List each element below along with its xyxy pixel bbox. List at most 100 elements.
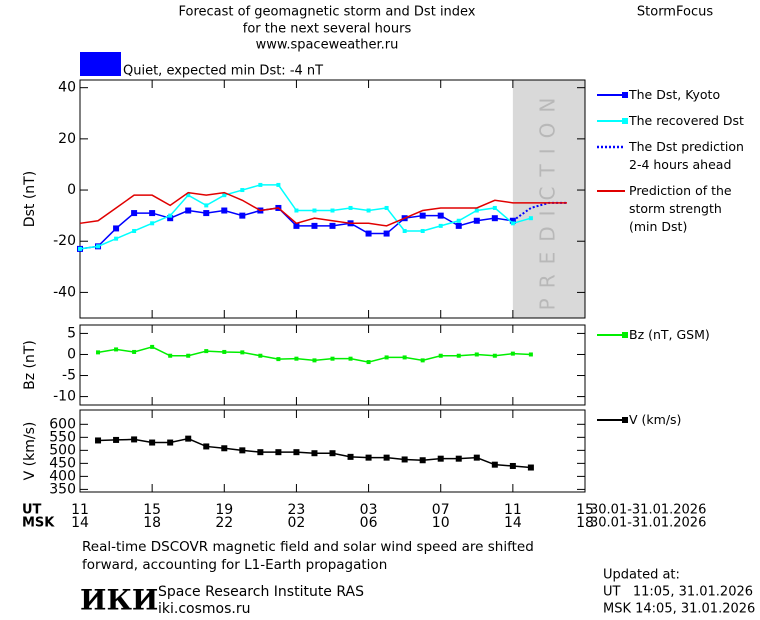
data-point [365, 454, 372, 461]
data-point [365, 230, 372, 237]
msk-range: 30.01-31.01.2026 [590, 516, 706, 531]
data-point [491, 461, 498, 468]
data-point [312, 358, 317, 363]
data-point [419, 212, 426, 219]
data-point [528, 216, 533, 221]
legend-label: Prediction of the storm strength (min Ds… [629, 183, 732, 234]
data-point [131, 210, 138, 217]
ut-label: UT [22, 503, 42, 518]
x2-tick-label: 06 [360, 515, 378, 531]
data-point [240, 188, 245, 193]
y-tick-label: 400 [49, 468, 76, 484]
data-point [473, 454, 480, 461]
data-point [329, 450, 336, 457]
data-point [384, 355, 389, 360]
data-point [437, 212, 444, 219]
data-point [294, 208, 299, 213]
data-point [132, 228, 137, 233]
data-point [186, 353, 191, 358]
data-point [204, 203, 209, 208]
data-point [383, 230, 390, 237]
data-point [474, 352, 479, 357]
data-point [149, 210, 156, 217]
legend-label: V (km/s) [629, 412, 682, 427]
legend-marker [622, 417, 628, 423]
data-point [455, 455, 462, 462]
y-tick-label: 20 [58, 131, 76, 147]
data-point [96, 244, 101, 249]
data-point [204, 349, 209, 354]
data-point [312, 208, 317, 213]
data-point [257, 449, 264, 456]
data-point [311, 450, 318, 457]
brand: StormFocus [637, 5, 713, 20]
data-point [95, 437, 102, 444]
data-point [402, 228, 407, 233]
data-point [509, 462, 516, 469]
x2-tick-label: 18 [143, 515, 161, 531]
x-tick-label: 15 [576, 502, 594, 518]
data-point [366, 360, 371, 365]
data-point [492, 353, 497, 358]
data-point [222, 349, 227, 354]
footnote: Real-time DSCOVR magnetic field and sola… [82, 539, 534, 573]
data-point [167, 439, 174, 446]
data-point [437, 455, 444, 462]
y-tick-label: 600 [49, 416, 76, 432]
data-point [96, 350, 101, 355]
legend-label: The recovered Dst [629, 113, 744, 128]
y-tick-label: 450 [49, 455, 76, 471]
data-point [185, 435, 192, 442]
data-point [258, 353, 263, 358]
data-point [510, 221, 515, 226]
y-tick-label: 5 [67, 325, 76, 341]
y-tick-label: 0 [67, 346, 76, 362]
data-point [329, 222, 336, 229]
data-point [168, 353, 173, 358]
data-point [276, 357, 281, 362]
data-point [203, 210, 210, 217]
prediction-label: PREDICTION [535, 88, 559, 311]
data-point [384, 205, 389, 210]
y-tick-label: -20 [53, 233, 76, 249]
status-text: Quiet, expected min Dst: -4 nT [123, 64, 323, 79]
y-tick-label: 500 [49, 442, 76, 458]
data-point [348, 356, 353, 361]
data-point [293, 222, 300, 229]
legend-label: The Dst prediction 2-4 hours ahead [629, 139, 744, 172]
x2-tick-label: 22 [215, 515, 233, 531]
data-point [149, 439, 156, 446]
data-point [294, 356, 299, 361]
data-point [275, 449, 282, 456]
x-tick-label: 19 [215, 502, 233, 518]
data-point [347, 453, 354, 460]
data-point [401, 456, 408, 463]
data-point [527, 464, 534, 471]
y-tick-label: -5 [62, 368, 76, 384]
updated-msk: MSK 14:05, 31.01.2026 [603, 602, 755, 617]
data-point [311, 222, 318, 229]
data-point [186, 193, 191, 198]
url: www.spaceweather.ru [256, 38, 399, 53]
y-axis-label: Bz (nT) [22, 340, 38, 390]
legend-marker [622, 332, 628, 338]
data-point [330, 356, 335, 361]
updated-title: Updated at: [603, 568, 680, 583]
data-point [348, 205, 353, 210]
plot-frame [79, 324, 586, 406]
x2-tick-label: 02 [288, 515, 306, 531]
series-line [79, 184, 532, 250]
prediction-band [512, 80, 585, 318]
data-point [456, 218, 461, 223]
data-point [420, 228, 425, 233]
data-point [420, 358, 425, 363]
data-point [258, 182, 263, 187]
x-tick-label: 11 [504, 502, 522, 518]
data-point [221, 207, 228, 214]
data-point [276, 182, 281, 187]
y-tick-label: 40 [58, 80, 76, 96]
legend-label: The Dst, Kyoto [629, 87, 721, 102]
data-point [366, 208, 371, 213]
